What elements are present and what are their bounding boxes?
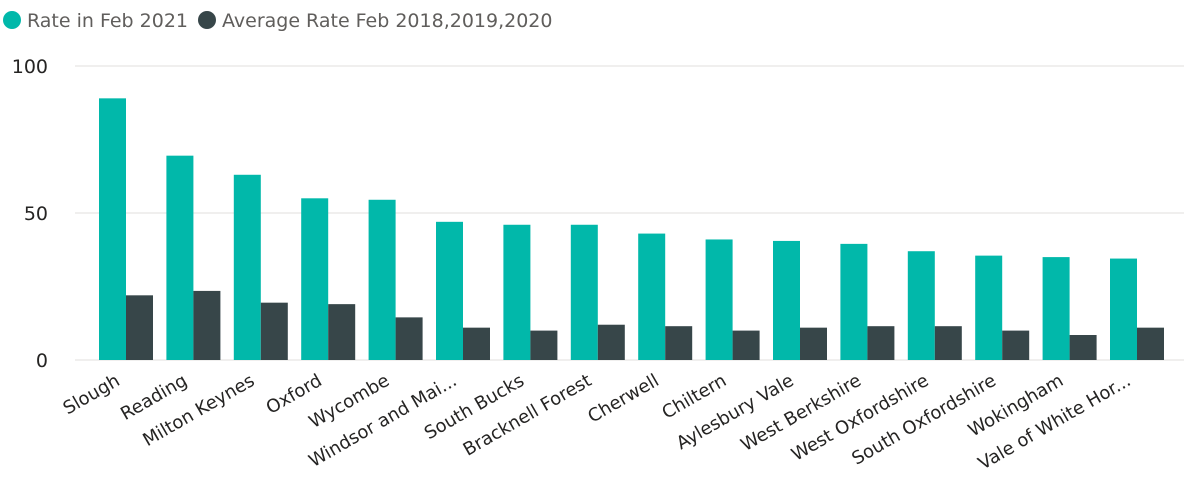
bar-average-rate[interactable] [328, 304, 356, 360]
legend-label: Rate in Feb 2021 [27, 10, 188, 32]
bar-average-rate[interactable] [800, 327, 827, 360]
legend-label: Average Rate Feb 2018,2019,2020 [222, 10, 553, 32]
bar-rate-2021[interactable] [975, 255, 1003, 360]
bar-average-rate[interactable] [1137, 327, 1164, 360]
category-group [166, 155, 221, 360]
category-group [638, 233, 693, 360]
bar-average-rate[interactable] [463, 327, 490, 360]
bar-rate-2021[interactable] [705, 239, 733, 360]
bar-rate-2021[interactable] [166, 155, 194, 360]
bar-average-rate[interactable] [665, 326, 693, 360]
category-group [840, 243, 895, 360]
bar-rate-2021[interactable] [436, 221, 463, 360]
y-tick-label: 100 [12, 56, 48, 78]
legend-marker [198, 11, 216, 29]
bar-rate-2021[interactable] [840, 243, 868, 360]
x-tick-label: Aylesbury Vale [673, 370, 798, 454]
category-group [1042, 257, 1097, 360]
category-group [368, 199, 423, 360]
bar-rate-2021[interactable] [570, 224, 598, 360]
bar-rate-2021[interactable] [638, 233, 666, 360]
bar-rate-2021[interactable] [368, 199, 396, 360]
bar-average-rate[interactable] [530, 330, 558, 360]
bar-rate-2021[interactable] [301, 198, 329, 360]
category-group [503, 224, 558, 360]
y-tick-label: 0 [36, 350, 48, 372]
bar-average-rate[interactable] [867, 326, 895, 360]
category-group [301, 198, 356, 360]
bar-rate-2021[interactable] [907, 251, 935, 360]
category-group [975, 255, 1030, 360]
category-group [570, 224, 625, 360]
bar-rate-2021[interactable] [1042, 257, 1070, 360]
category-group [705, 239, 760, 360]
category-group [907, 251, 962, 360]
bar-average-rate[interactable] [1002, 330, 1030, 360]
y-tick-label: 50 [24, 203, 48, 225]
y-axis: 0 50 100 [12, 56, 48, 372]
legend: Rate in Feb 2021 Average Rate Feb 2018,20… [3, 10, 553, 32]
bar-rate-2021[interactable] [1110, 258, 1137, 360]
category-group [1110, 258, 1164, 360]
x-tick-label: Milton Keynes [139, 370, 258, 451]
category-group [233, 174, 288, 360]
x-tick-label: Slough [60, 370, 124, 419]
bar-average-rate[interactable] [395, 317, 423, 360]
legend-marker [3, 11, 21, 29]
bars [99, 98, 1164, 360]
bar-average-rate[interactable] [1069, 335, 1097, 360]
category-group [773, 240, 827, 360]
category-group [436, 221, 490, 360]
bar-rate-2021[interactable] [773, 240, 800, 360]
bar-average-rate[interactable] [126, 295, 153, 360]
bar-rate-2021[interactable] [233, 174, 261, 360]
bar-rate-2021[interactable] [503, 224, 531, 360]
category-group [99, 98, 153, 360]
bar-average-rate[interactable] [732, 330, 760, 360]
bar-rate-2021[interactable] [99, 98, 126, 360]
bar-average-rate[interactable] [193, 290, 221, 360]
x-tick-label: Cherwell [584, 370, 662, 427]
bar-average-rate[interactable] [934, 326, 962, 360]
bar-average-rate[interactable] [260, 302, 288, 360]
bar-average-rate[interactable] [597, 324, 625, 360]
